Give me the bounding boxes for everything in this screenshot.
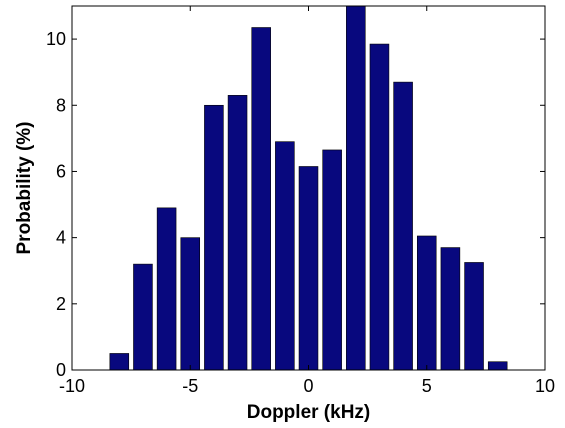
x-axis-title: Doppler (kHz) [247, 402, 371, 423]
bar [487, 361, 508, 371]
y-tick-label: 10 [46, 29, 66, 49]
bar [275, 141, 295, 371]
y-tick-label: 8 [56, 95, 66, 115]
y-axis-title: Probability (%) [14, 121, 35, 254]
x-tick-label: -10 [59, 376, 85, 396]
bar [346, 5, 366, 371]
bar [369, 43, 390, 371]
y-tick-label: 2 [56, 294, 66, 314]
bar [156, 207, 177, 371]
x-tick-label: 0 [303, 376, 313, 396]
bar [416, 235, 437, 371]
bar [393, 81, 413, 371]
bar [464, 262, 484, 371]
bar [298, 166, 319, 371]
bars-group [109, 5, 508, 371]
bar [227, 95, 248, 371]
bar [133, 263, 153, 371]
ticks-group: -10 -5 0 5 10 0 2 4 6 8 10 [46, 6, 555, 396]
x-tick-label: -5 [182, 376, 198, 396]
y-tick-label: 0 [56, 360, 66, 380]
bar [109, 353, 130, 371]
x-tick-label: 5 [422, 376, 432, 396]
bar [251, 27, 271, 371]
bar [180, 237, 201, 371]
bar [322, 149, 342, 371]
bar [440, 247, 461, 371]
y-tick-label: 4 [56, 228, 66, 248]
y-tick-label: 6 [56, 161, 66, 181]
bar [204, 104, 224, 371]
plot-frame [71, 5, 546, 371]
x-tick-label: 10 [535, 376, 555, 396]
